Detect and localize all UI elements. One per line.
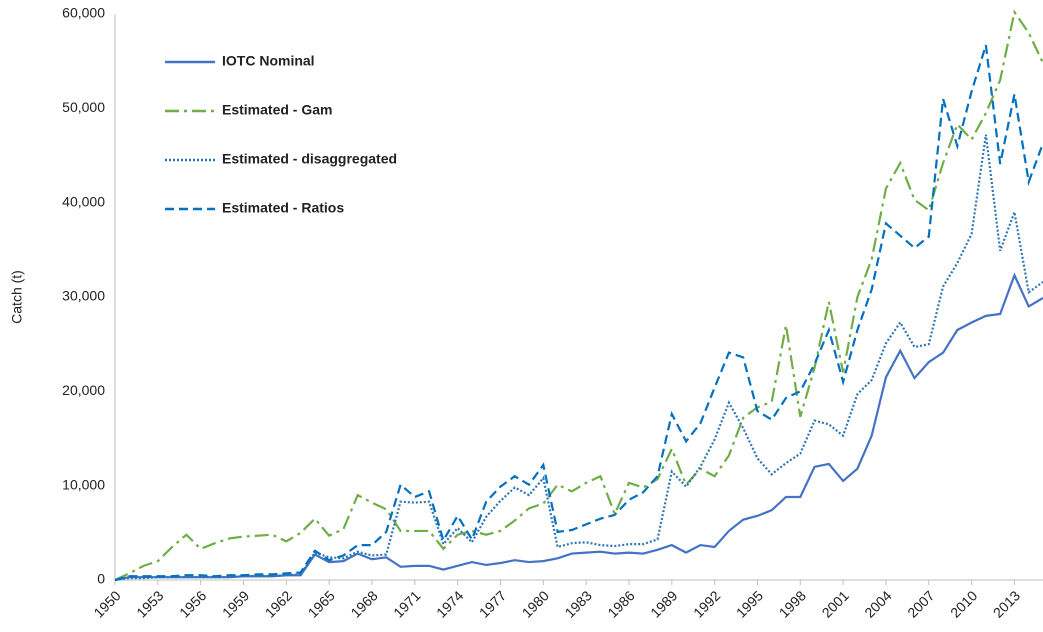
x-tick-label: 2004	[861, 587, 894, 620]
x-tick-label: 1968	[347, 587, 380, 620]
x-tick-label: 1956	[176, 587, 209, 620]
y-axis-label: Catch (t)	[9, 270, 25, 324]
x-tick-label: 1989	[647, 587, 680, 620]
x-tick-label: 1995	[733, 587, 766, 620]
legend-label: IOTC Nominal	[222, 53, 315, 69]
series-line	[114, 44, 1043, 582]
series-line	[114, 272, 1043, 582]
x-tick-label: 1986	[604, 587, 637, 620]
x-tick-label: 1992	[690, 587, 723, 620]
x-tick-label: 1965	[305, 587, 338, 620]
x-tick-label: 1980	[519, 587, 552, 620]
x-tick-label: 2013	[990, 587, 1023, 620]
x-tick-label: 1950	[90, 587, 123, 620]
y-tick-label: 30,000	[62, 288, 105, 304]
y-tick-label: 0	[97, 571, 105, 587]
y-tick-label: 20,000	[62, 382, 105, 398]
legend-label: Estimated - Gam	[222, 102, 332, 118]
y-tick-label: 50,000	[62, 99, 105, 115]
x-tick-label: 1953	[133, 587, 166, 620]
legend-label: Estimated - Ratios	[222, 200, 344, 216]
x-tick-label: 1977	[476, 587, 509, 620]
x-tick-label: 1971	[390, 587, 423, 620]
series-line	[114, 134, 1043, 582]
x-tick-label: 2001	[819, 587, 852, 620]
y-tick-label: 40,000	[62, 193, 105, 209]
x-tick-label: 1962	[262, 587, 295, 620]
x-tick-label: 1998	[776, 587, 809, 620]
y-tick-label: 10,000	[62, 476, 105, 492]
x-tick-label: 2010	[947, 587, 980, 620]
series-line	[114, 9, 1043, 581]
y-tick-label: 60,000	[62, 5, 105, 21]
x-tick-label: 2007	[904, 587, 937, 620]
x-tick-label: 1974	[433, 587, 466, 620]
legend-label: Estimated - disaggregated	[222, 151, 397, 167]
x-tick-label: 1959	[219, 587, 252, 620]
x-tick-label: 1983	[562, 587, 595, 620]
